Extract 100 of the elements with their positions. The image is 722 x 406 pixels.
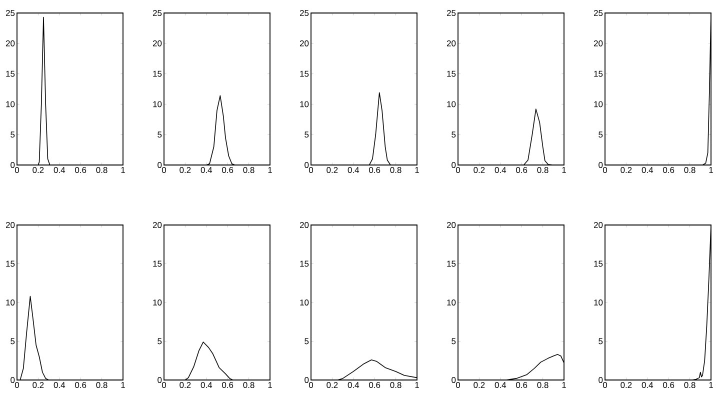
x-tick-label: 0 bbox=[162, 382, 166, 388]
y-tick-label: 5 bbox=[452, 132, 456, 138]
x-tick-label: 0.4 bbox=[642, 382, 654, 388]
x-tick-label: 1 bbox=[268, 167, 272, 173]
y-tick-label: 20 bbox=[300, 40, 309, 46]
x-tick-label: 0.6 bbox=[75, 167, 86, 174]
x-tick-label: 1 bbox=[121, 167, 125, 173]
y-tick-label: 10 bbox=[6, 101, 15, 108]
y-tick-label: 5 bbox=[598, 338, 603, 344]
x-tick-label: 0.6 bbox=[369, 167, 380, 174]
x-tick-label: 0.2 bbox=[32, 382, 44, 388]
y-tick-label: 0 bbox=[158, 162, 162, 168]
y-tick-label: 0 bbox=[304, 377, 309, 383]
y-tick-label: 25 bbox=[446, 10, 456, 16]
y-tick-label: 0 bbox=[598, 377, 603, 383]
x-tick-label: 0.4 bbox=[494, 382, 506, 388]
y-tick-label: 15 bbox=[6, 260, 15, 267]
y-tick-label: 15 bbox=[594, 70, 603, 77]
y-tick-label: 5 bbox=[304, 132, 309, 138]
y-tick-label: 0 bbox=[10, 377, 15, 383]
y-tick-label: 10 bbox=[594, 101, 603, 108]
y-tick-label: 10 bbox=[447, 101, 456, 108]
x-tick-label: 0.8 bbox=[537, 382, 548, 388]
y-tick-label: 5 bbox=[452, 338, 456, 344]
x-tick-label: 0.2 bbox=[474, 167, 485, 174]
x-tick-label: 1 bbox=[121, 382, 125, 388]
x-tick-label: 0.4 bbox=[200, 382, 212, 388]
y-tick-label: 10 bbox=[594, 300, 603, 306]
x-tick-label: 0.8 bbox=[684, 382, 696, 388]
y-tick-label: 10 bbox=[153, 101, 162, 108]
y-tick-label: 5 bbox=[10, 132, 15, 138]
x-tick-label: 0.4 bbox=[200, 167, 212, 174]
x-tick-label: 0 bbox=[456, 167, 460, 174]
y-tick-label: 5 bbox=[10, 338, 15, 344]
x-tick-label: 0.4 bbox=[348, 167, 360, 174]
y-tick-label: 20 bbox=[594, 222, 603, 228]
y-tick-label: 10 bbox=[300, 101, 309, 108]
x-tick-label: 0.8 bbox=[96, 382, 108, 388]
x-tick-label: 0.6 bbox=[222, 167, 234, 174]
x-tick-label: 0.8 bbox=[243, 167, 254, 174]
x-tick-label: 1 bbox=[562, 382, 566, 388]
x-tick-label: 0.2 bbox=[180, 382, 191, 388]
y-tick-label: 20 bbox=[300, 222, 309, 228]
x-tick-label: 0.8 bbox=[390, 167, 402, 174]
x-tick-label: 0 bbox=[602, 382, 608, 388]
y-tick-label: 5 bbox=[158, 132, 162, 138]
y-tick-label: 15 bbox=[153, 260, 162, 267]
x-tick-label: 0.2 bbox=[474, 382, 485, 388]
y-tick-label: 25 bbox=[152, 10, 162, 16]
x-tick-label: 0 bbox=[308, 382, 314, 388]
y-tick-label: 10 bbox=[300, 300, 309, 306]
x-tick-label: 0 bbox=[162, 167, 166, 174]
x-tick-label: 0.4 bbox=[54, 167, 66, 174]
x-tick-label: 0.6 bbox=[516, 167, 528, 174]
x-tick-label: 0.2 bbox=[326, 382, 338, 388]
y-tick-label: 5 bbox=[158, 338, 162, 344]
y-tick-label: 15 bbox=[153, 70, 162, 77]
y-tick-label: 15 bbox=[300, 260, 309, 267]
y-tick-label: 0 bbox=[452, 377, 456, 383]
y-tick-label: 0 bbox=[10, 162, 15, 168]
x-tick-label: 0.4 bbox=[494, 167, 506, 174]
y-tick-label: 0 bbox=[158, 377, 162, 383]
y-tick-label: 20 bbox=[152, 222, 162, 228]
y-tick-label: 25 bbox=[300, 10, 309, 16]
x-tick-label: 0.8 bbox=[243, 382, 254, 388]
y-tick-label: 20 bbox=[594, 40, 603, 46]
y-tick-label: 10 bbox=[153, 300, 162, 306]
x-tick-label: 0 bbox=[14, 167, 20, 174]
y-tick-label: 15 bbox=[594, 260, 603, 267]
y-tick-label: 0 bbox=[598, 162, 603, 168]
x-tick-label: 0.2 bbox=[620, 167, 632, 174]
x-tick-label: 0.2 bbox=[620, 382, 632, 388]
x-tick-label: 1 bbox=[562, 167, 566, 173]
y-tick-label: 25 bbox=[594, 10, 603, 16]
x-tick-label: 0 bbox=[602, 167, 608, 174]
x-tick-label: 0 bbox=[456, 382, 460, 388]
y-tick-label: 10 bbox=[447, 300, 456, 306]
x-tick-label: 0.2 bbox=[32, 167, 44, 174]
x-tick-label: 1 bbox=[415, 382, 419, 388]
x-tick-label: 0.6 bbox=[75, 382, 86, 388]
x-tick-label: 0.8 bbox=[684, 167, 696, 174]
y-tick-label: 15 bbox=[447, 260, 456, 267]
y-tick-label: 15 bbox=[300, 70, 309, 77]
y-tick-label: 20 bbox=[446, 40, 456, 46]
x-tick-label: 0.4 bbox=[348, 382, 360, 388]
y-tick-label: 20 bbox=[6, 222, 15, 228]
x-tick-label: 0 bbox=[308, 167, 314, 174]
y-tick-label: 0 bbox=[304, 162, 309, 168]
x-tick-label: 0.2 bbox=[180, 167, 191, 174]
x-tick-label: 1 bbox=[709, 167, 713, 173]
y-tick-label: 20 bbox=[152, 40, 162, 46]
y-tick-label: 15 bbox=[6, 70, 15, 77]
x-tick-label: 0.6 bbox=[369, 382, 380, 388]
x-tick-label: 0.4 bbox=[54, 382, 66, 388]
x-tick-label: 1 bbox=[415, 167, 419, 173]
x-tick-label: 0.6 bbox=[663, 167, 674, 174]
x-tick-label: 0 bbox=[14, 382, 20, 388]
x-tick-label: 0.4 bbox=[642, 167, 654, 174]
y-tick-label: 20 bbox=[6, 40, 15, 46]
y-tick-label: 5 bbox=[598, 132, 603, 138]
